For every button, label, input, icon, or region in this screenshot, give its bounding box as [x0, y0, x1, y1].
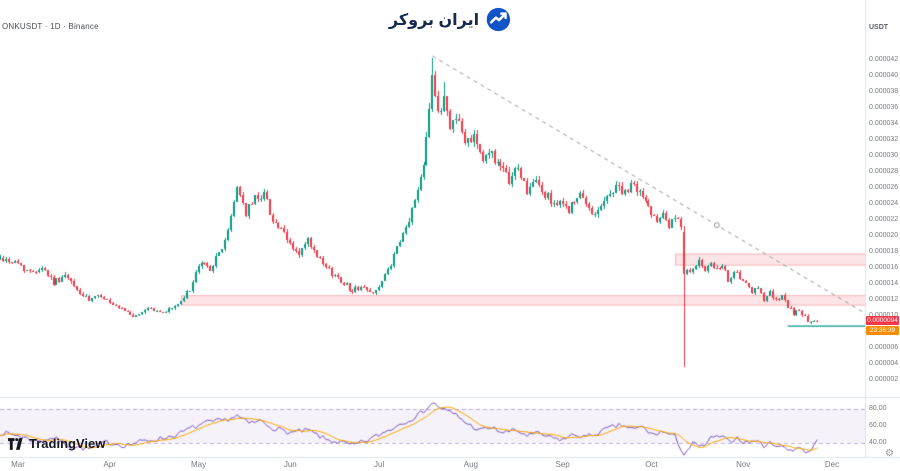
- tradingview-logo[interactable]: TradingView: [8, 436, 105, 451]
- osc-axis-label: 60.00: [869, 422, 887, 429]
- tradingview-logo-text: TradingView: [29, 436, 106, 451]
- time-axis-label: Sep: [555, 460, 570, 469]
- price-axis-label: 0.000002: [869, 376, 899, 383]
- settings-icon[interactable]: ⚙: [885, 448, 894, 459]
- price-axis[interactable]: USDT 0.000042 0.000040 0.000038 0.000036 0.0…: [866, 0, 900, 457]
- price-axis-label: 0.000030: [869, 152, 899, 159]
- price-axis-label: 0.000042: [869, 56, 899, 63]
- price-axis-label: 0.000020: [869, 232, 899, 239]
- price-axis-label: 0.000026: [869, 184, 899, 191]
- candle-countdown-label: 23:36:39: [866, 325, 899, 335]
- current-price-label: 0.0000094: [866, 315, 899, 325]
- osc-axis-label: 40.00: [869, 439, 887, 446]
- time-axis-label: Aug: [463, 460, 478, 469]
- price-axis-label: 0.000036: [869, 104, 899, 111]
- time-axis-label: Apr: [103, 460, 116, 469]
- price-axis-label: 0.000040: [869, 72, 899, 79]
- osc-axis-label: 80.00: [869, 405, 887, 412]
- price-axis-label: 0.000012: [869, 296, 899, 303]
- price-axis-currency: USDT: [869, 24, 889, 31]
- time-axis-label: May: [190, 460, 207, 469]
- price-axis-label: 0.000010: [869, 312, 898, 319]
- price-axis-label: 0.000018: [869, 248, 899, 255]
- price-axis-label: 0.000014: [869, 280, 899, 287]
- price-axis-label: 0.000034: [869, 120, 899, 127]
- price-axis-label: 0.000022: [869, 216, 899, 223]
- price-axis-label: 0.000016: [869, 264, 899, 271]
- tradingview-logo-icon: [8, 437, 24, 450]
- time-axis-label: Nov: [736, 460, 751, 469]
- brand-logo: ایران بروکر: [389, 7, 511, 32]
- time-axis-label: Mar: [11, 460, 25, 469]
- time-axis-label: Oct: [645, 460, 658, 469]
- price-axis-label: 0.000004: [869, 360, 899, 367]
- brand-chart-icon: [486, 7, 511, 32]
- symbol-title: ONKUSDT · 1D · Binance: [2, 22, 99, 31]
- price-axis-label: 0.000032: [869, 136, 899, 143]
- time-axis-label: Dec: [824, 460, 840, 469]
- time-axis-label: Jun: [283, 460, 297, 469]
- time-axis[interactable]: Mar Apr May Jun Jul Aug Sep Oct Nov Dec: [0, 458, 866, 471]
- price-axis-label: 0.000038: [869, 88, 899, 95]
- price-axis-label: 0.000024: [869, 200, 899, 207]
- price-axis-label: 0.000028: [869, 168, 899, 175]
- time-axis-label: Jul: [373, 460, 385, 469]
- price-axis-label: 0.000006: [869, 344, 899, 351]
- brand-name: ایران بروکر: [388, 11, 480, 29]
